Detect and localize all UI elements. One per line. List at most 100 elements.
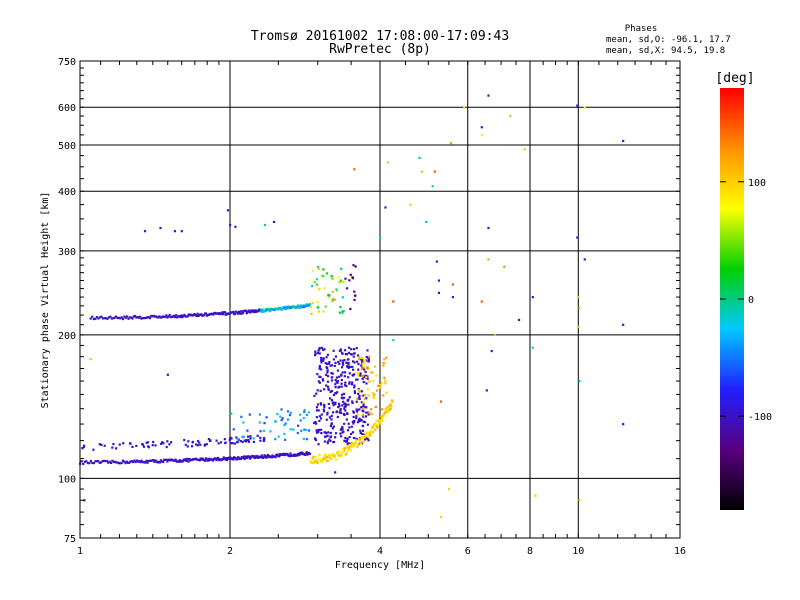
data-point [289, 411, 292, 414]
data-point [353, 390, 356, 393]
data-point [320, 417, 323, 420]
data-point [211, 459, 215, 462]
data-point [316, 306, 320, 309]
data-point [331, 376, 334, 379]
data-point [204, 312, 208, 315]
data-point [337, 454, 340, 457]
data-point [342, 280, 345, 283]
data-point [242, 421, 245, 424]
data-point [338, 385, 341, 388]
data-point [92, 317, 95, 321]
data-point [253, 309, 256, 312]
data-point [360, 406, 363, 409]
data-point [339, 451, 342, 455]
data-point [266, 453, 269, 457]
data-point [320, 413, 323, 416]
data-point [166, 440, 169, 443]
chart-title: Tromsø 20161002 17:08:00-17:09:43 [251, 29, 509, 44]
data-point [280, 408, 283, 411]
data-point [355, 414, 358, 418]
data-point [362, 376, 366, 379]
data-point [330, 399, 334, 402]
data-point [140, 317, 143, 320]
data-point [180, 230, 183, 233]
data-point [95, 460, 98, 463]
data-point [169, 441, 173, 444]
data-point [334, 402, 337, 406]
data-point [577, 325, 580, 328]
data-point [342, 400, 345, 403]
data-point [315, 429, 318, 432]
data-point [313, 459, 316, 462]
data-point [350, 365, 353, 369]
data-point [314, 350, 317, 353]
data-point [341, 296, 344, 299]
data-point [243, 439, 246, 442]
data-point [260, 455, 263, 459]
colorbar-tick-label: 100 [748, 178, 766, 189]
data-point [285, 305, 288, 308]
data-point [352, 442, 356, 445]
data-point [339, 279, 343, 282]
data-point [359, 437, 362, 441]
data-point [204, 459, 207, 462]
data-point [318, 453, 321, 456]
data-point [139, 315, 142, 318]
data-point [232, 310, 235, 314]
data-point [183, 313, 186, 317]
data-point [165, 445, 168, 449]
data-point [355, 400, 358, 403]
data-point [366, 375, 369, 378]
data-point [331, 372, 334, 375]
data-point [236, 458, 239, 461]
data-point [365, 397, 368, 400]
data-point [386, 161, 390, 164]
data-point [358, 437, 361, 440]
data-point [379, 236, 382, 239]
data-point [577, 296, 580, 299]
data-point [303, 410, 306, 413]
data-point [249, 437, 252, 440]
data-point [313, 421, 316, 425]
data-point [385, 407, 388, 410]
data-point [329, 390, 332, 393]
data-point [355, 410, 359, 413]
data-point [355, 408, 358, 411]
data-point [322, 357, 325, 360]
data-point [199, 457, 202, 460]
data-point [374, 405, 377, 409]
data-point [94, 317, 97, 320]
data-point [347, 363, 350, 366]
data-point [158, 315, 161, 318]
data-point [320, 359, 324, 362]
data-point [82, 445, 85, 449]
data-point [162, 315, 166, 318]
data-point [289, 452, 292, 455]
data-point [235, 441, 239, 444]
data-point [578, 499, 581, 502]
data-point [124, 316, 127, 319]
data-point [283, 432, 286, 436]
data-point [173, 459, 176, 462]
data-point [509, 115, 512, 118]
data-point [312, 461, 316, 464]
data-point [371, 371, 374, 374]
data-point [583, 106, 586, 109]
data-point [305, 451, 308, 454]
data-point [390, 405, 393, 408]
data-point [366, 366, 369, 369]
y-tick-label: 300 [58, 247, 76, 258]
data-point [362, 407, 365, 410]
data-point [341, 428, 344, 431]
data-point [95, 316, 99, 319]
data-point [92, 462, 95, 465]
data-point [354, 294, 357, 297]
data-point [300, 429, 303, 432]
data-point [368, 380, 371, 383]
data-point [317, 380, 320, 383]
data-point [384, 379, 387, 382]
data-point [326, 413, 329, 416]
data-point [311, 457, 314, 460]
data-point [305, 438, 308, 441]
data-point [344, 353, 347, 356]
